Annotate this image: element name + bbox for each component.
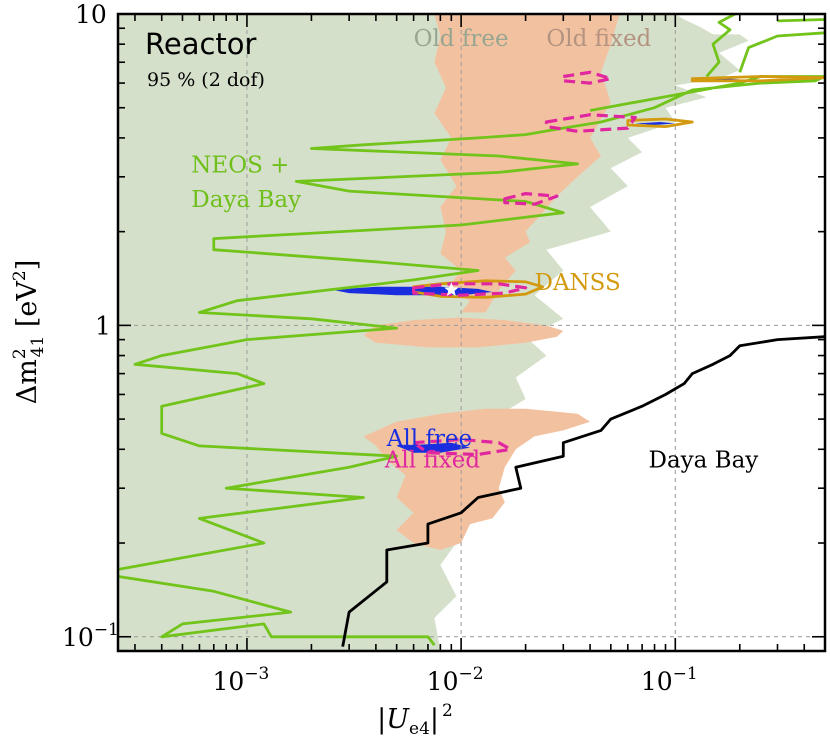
y-axis-title: Δm241 [eV2]	[10, 260, 48, 405]
x-tick-label-1: 10−2	[427, 664, 484, 696]
series-neos-daya-bay-5	[705, 14, 736, 78]
x-axis-title-post: |	[430, 704, 439, 735]
series-all-fixed-16	[412, 282, 528, 297]
y-axis-title-sup: 2	[10, 348, 30, 359]
series-all-free-14	[635, 122, 676, 125]
series-all-fixed-20	[561, 70, 613, 85]
series-neos-daya-bay-6	[738, 31, 825, 73]
series-old-fixed-3	[363, 408, 591, 550]
filled-regions	[118, 14, 749, 651]
best-fit-star	[444, 282, 459, 297]
label-daya-bay: Daya Bay	[649, 447, 759, 473]
series-all-fixed-18	[503, 192, 559, 206]
y-axis-title-unit-sup: 2	[10, 270, 30, 281]
plot-frame	[116, 12, 827, 653]
x-axis-title-main: U	[386, 704, 410, 735]
x-axis-title: |Ue4| 2	[377, 701, 453, 739]
label-neos-line1: NEOS +	[191, 152, 289, 178]
x-tick-label-0: 10−3	[213, 664, 270, 696]
contour-lines	[118, 14, 825, 647]
series-daya-bay-8	[341, 335, 825, 647]
series-danss-10	[626, 117, 694, 128]
label-all-fixed: All fixed	[384, 447, 481, 473]
x-axis-title-pre: |	[377, 704, 386, 735]
label-danss: DANSS	[535, 270, 621, 296]
y-axis-title-pre: Δ	[12, 385, 43, 405]
y-axis-title-sub: 41	[28, 336, 48, 358]
chart-subtitle: 95 % (2 dof)	[147, 69, 265, 91]
series-old-fixed-1	[434, 14, 620, 313]
label-all-free: All free	[386, 426, 472, 452]
axis-ticks	[118, 13, 826, 652]
x-tick-label-2: 10−1	[641, 664, 698, 696]
label-neos-line2: Daya Bay	[191, 187, 301, 213]
y-axis-title-unit-close: ]	[12, 260, 43, 271]
label-old-fixed: Old fixed	[546, 26, 651, 52]
y-tick-label-0: 10−1	[62, 620, 119, 652]
x-axis-title-sup: 2	[442, 701, 453, 721]
y-tick-label-1: 1	[95, 311, 111, 340]
series-neos-daya-bay-4	[118, 75, 825, 646]
y-tick-label-2: 10	[75, 0, 107, 29]
label-old-free: Old free	[414, 26, 509, 52]
series-neos-daya-bay-7	[777, 18, 825, 23]
y-axis-title-main: m	[12, 359, 43, 385]
x-axis-title-sub: e4	[409, 719, 430, 739]
chart-title: Reactor	[145, 27, 257, 61]
y-axis-title-unit-open: [eV	[12, 281, 43, 336]
series-danss-11	[690, 75, 825, 83]
series-all-fixed-19	[544, 113, 637, 133]
best-fit-layer	[444, 282, 459, 297]
